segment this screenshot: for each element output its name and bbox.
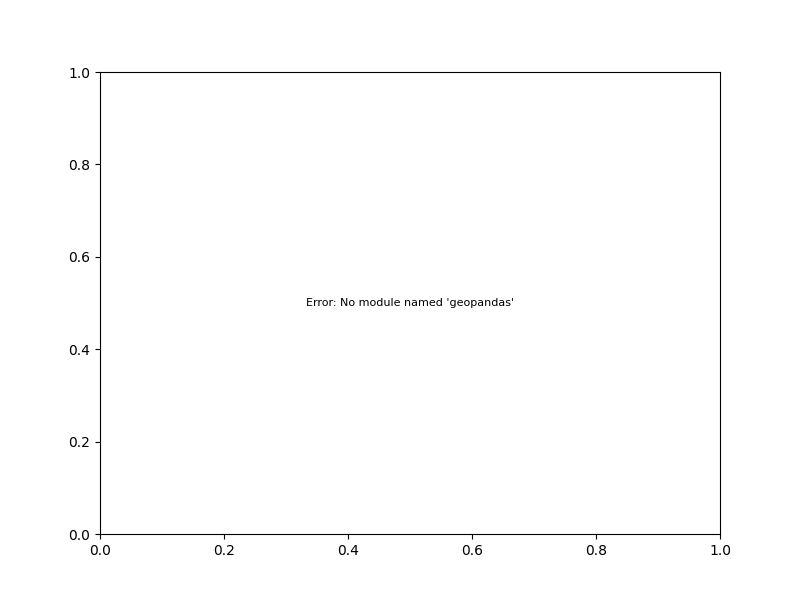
Text: Error: No module named 'geopandas': Error: No module named 'geopandas' xyxy=(306,298,514,308)
